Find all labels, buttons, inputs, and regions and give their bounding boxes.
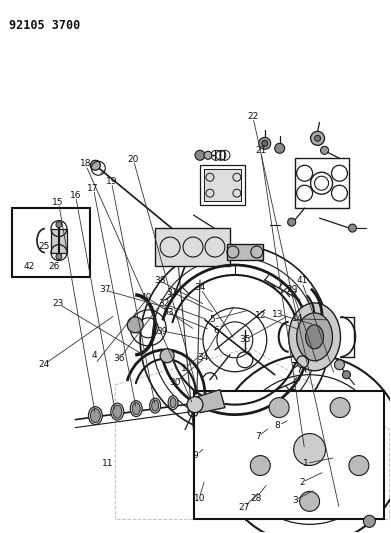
Circle shape bbox=[321, 147, 328, 154]
Circle shape bbox=[127, 317, 143, 333]
Circle shape bbox=[310, 131, 325, 146]
Circle shape bbox=[275, 143, 285, 154]
Ellipse shape bbox=[297, 313, 332, 361]
Circle shape bbox=[330, 398, 350, 417]
Text: 25: 25 bbox=[38, 242, 49, 251]
Circle shape bbox=[300, 491, 319, 511]
Text: 35: 35 bbox=[240, 335, 251, 344]
Text: 17: 17 bbox=[87, 184, 99, 193]
Text: 1: 1 bbox=[181, 364, 187, 373]
Ellipse shape bbox=[132, 402, 140, 415]
Circle shape bbox=[160, 349, 174, 363]
Text: 30: 30 bbox=[169, 378, 181, 387]
Text: 11: 11 bbox=[102, 459, 114, 467]
Text: 10: 10 bbox=[194, 494, 205, 503]
Text: 40: 40 bbox=[140, 293, 152, 302]
Text: 26: 26 bbox=[49, 262, 60, 271]
Ellipse shape bbox=[152, 400, 159, 411]
Ellipse shape bbox=[168, 395, 178, 410]
Text: 8: 8 bbox=[274, 422, 280, 431]
Text: 3: 3 bbox=[292, 496, 298, 505]
Bar bbox=[295, 158, 350, 208]
Circle shape bbox=[250, 456, 270, 475]
Text: 34: 34 bbox=[197, 353, 209, 362]
Circle shape bbox=[195, 150, 205, 160]
Text: 14: 14 bbox=[292, 314, 303, 323]
Circle shape bbox=[288, 218, 296, 226]
Bar bbox=[12, 208, 90, 277]
Text: 37: 37 bbox=[99, 285, 111, 294]
Text: 15: 15 bbox=[52, 198, 64, 207]
Text: 12: 12 bbox=[255, 311, 266, 320]
Circle shape bbox=[343, 371, 350, 379]
Text: 16: 16 bbox=[70, 191, 81, 200]
Circle shape bbox=[348, 224, 357, 232]
Text: 92105 3700: 92105 3700 bbox=[9, 19, 80, 31]
Bar bbox=[51, 229, 67, 253]
Text: 9: 9 bbox=[193, 451, 198, 461]
Text: 28: 28 bbox=[251, 494, 262, 503]
Ellipse shape bbox=[170, 398, 176, 408]
Ellipse shape bbox=[150, 398, 161, 413]
Circle shape bbox=[335, 360, 344, 370]
Text: 22: 22 bbox=[248, 112, 259, 121]
Text: 39: 39 bbox=[157, 327, 168, 336]
Circle shape bbox=[90, 160, 100, 170]
Polygon shape bbox=[195, 390, 225, 413]
Text: 41: 41 bbox=[296, 276, 308, 285]
Ellipse shape bbox=[88, 407, 102, 425]
Text: 33: 33 bbox=[163, 308, 174, 317]
Text: 27: 27 bbox=[239, 503, 250, 512]
Circle shape bbox=[363, 515, 375, 527]
Text: 6: 6 bbox=[213, 326, 219, 335]
Ellipse shape bbox=[306, 325, 323, 349]
Circle shape bbox=[294, 433, 326, 465]
Ellipse shape bbox=[289, 303, 341, 371]
Bar bbox=[227, 244, 263, 260]
Text: 4: 4 bbox=[91, 351, 97, 360]
Text: 5: 5 bbox=[209, 315, 215, 324]
Text: 34: 34 bbox=[194, 283, 206, 292]
Text: 21: 21 bbox=[255, 146, 267, 155]
Circle shape bbox=[56, 254, 62, 260]
Bar bbox=[155, 228, 230, 266]
Circle shape bbox=[187, 397, 203, 413]
Text: 2: 2 bbox=[299, 478, 305, 487]
Text: 23: 23 bbox=[53, 299, 64, 308]
Text: 20: 20 bbox=[127, 155, 139, 164]
Bar bbox=[194, 391, 384, 519]
Text: 7: 7 bbox=[255, 432, 261, 441]
Text: 19: 19 bbox=[106, 177, 117, 186]
Ellipse shape bbox=[111, 403, 124, 420]
Text: 13: 13 bbox=[272, 310, 283, 319]
Ellipse shape bbox=[90, 409, 100, 423]
Bar bbox=[200, 165, 245, 205]
Text: 1: 1 bbox=[303, 459, 308, 467]
Ellipse shape bbox=[130, 401, 142, 417]
Circle shape bbox=[204, 151, 212, 159]
Circle shape bbox=[262, 140, 268, 147]
Text: 36: 36 bbox=[114, 354, 125, 363]
Circle shape bbox=[315, 135, 321, 141]
Text: 24: 24 bbox=[38, 360, 49, 369]
Text: 18: 18 bbox=[79, 159, 91, 168]
Circle shape bbox=[259, 138, 271, 149]
Text: 32: 32 bbox=[159, 299, 170, 308]
Text: 31: 31 bbox=[167, 287, 178, 296]
Bar bbox=[204, 169, 241, 201]
Text: 38: 38 bbox=[154, 276, 165, 285]
Circle shape bbox=[349, 456, 369, 475]
Circle shape bbox=[269, 398, 289, 417]
Ellipse shape bbox=[113, 405, 122, 418]
Text: 29: 29 bbox=[287, 285, 298, 294]
Circle shape bbox=[56, 222, 62, 228]
Text: 42: 42 bbox=[23, 262, 34, 271]
